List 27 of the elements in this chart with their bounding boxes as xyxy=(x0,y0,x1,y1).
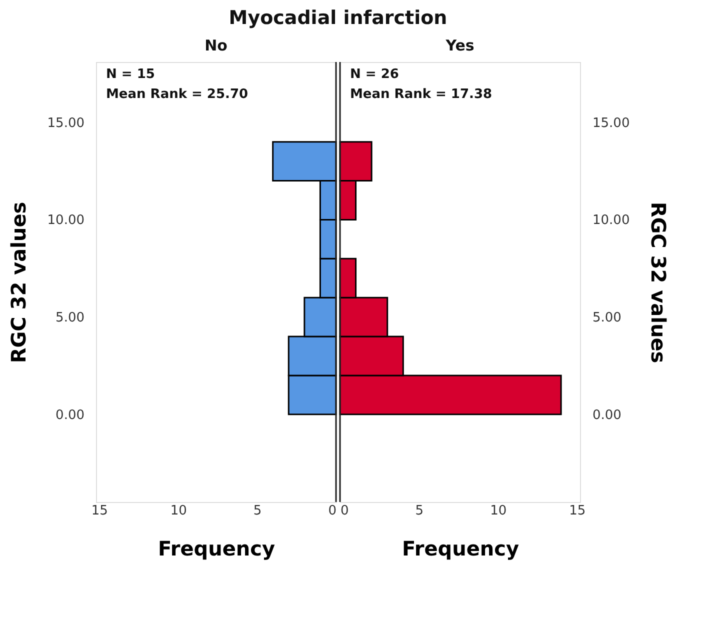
annotation: N = 15 xyxy=(106,67,155,82)
x-tick-label: 5 xyxy=(415,504,424,518)
chart-subtitle: Yes xyxy=(444,36,474,54)
x-tick-label: 15 xyxy=(91,504,108,518)
y-tick-label: 0.00 xyxy=(592,408,622,423)
y-axis-title: RGC 32 values xyxy=(6,202,30,364)
x-axis-title: Frequency xyxy=(158,536,276,560)
y-tick-label: 0.00 xyxy=(56,408,84,423)
x-tick-label: 15 xyxy=(569,504,586,518)
x-axis-title: Frequency xyxy=(402,536,520,560)
x-tick-label: 0 xyxy=(328,504,336,518)
y-tick-label: 10.00 xyxy=(592,213,630,228)
y-axis-title: RGC 32 values xyxy=(646,202,671,364)
y-tick-label: 10.00 xyxy=(47,213,84,228)
annotation: Mean Rank = 25.70 xyxy=(106,87,248,102)
y-tick-label: 5.00 xyxy=(592,310,622,326)
x-tick-label: 10 xyxy=(490,504,507,518)
y-tick-label: 5.00 xyxy=(56,310,84,326)
x-tick-label: 5 xyxy=(253,504,262,518)
chart-title: Myocadial infarction xyxy=(228,6,448,29)
x-tick-label: 10 xyxy=(170,504,187,518)
y-tick-label: 15.00 xyxy=(47,116,84,131)
annotation: N = 26 xyxy=(350,67,399,82)
annotation: Mean Rank = 17.38 xyxy=(350,87,492,102)
chart-subtitle: No xyxy=(204,36,228,54)
y-tick-label: 15.00 xyxy=(592,116,630,131)
x-tick-label: 0 xyxy=(340,504,349,518)
